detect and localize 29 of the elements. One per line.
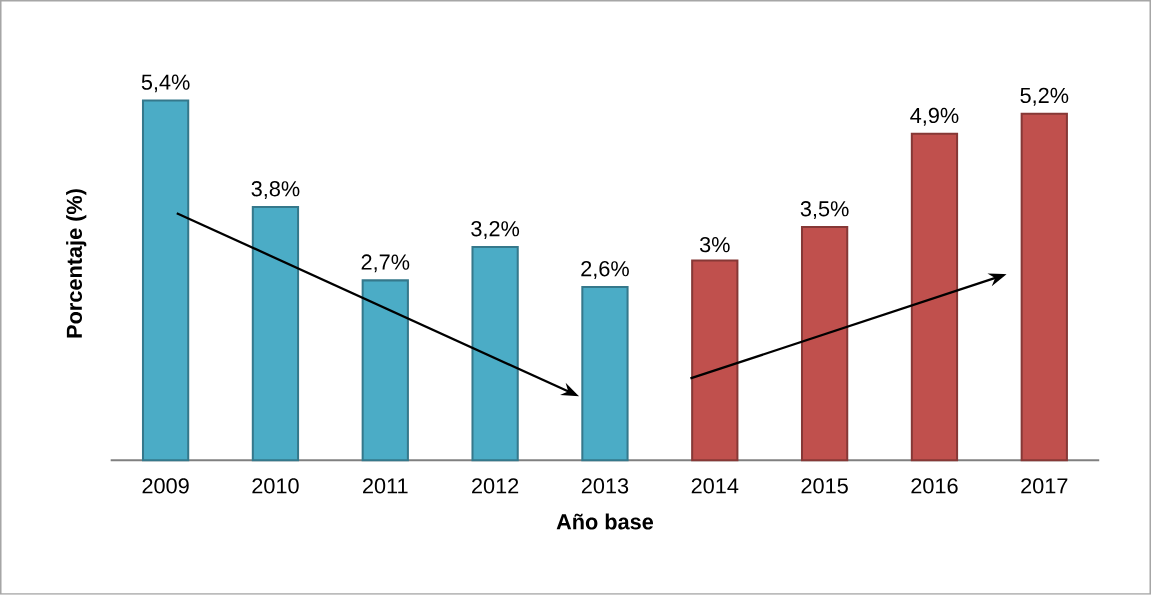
x-tick-label: 2016 [911, 478, 958, 494]
bar [691, 259, 739, 462]
data-label: 2,7% [361, 254, 410, 273]
bar [581, 286, 629, 462]
x-tick-label: 2013 [581, 478, 629, 494]
bar [141, 99, 190, 462]
data-label: 3% [699, 237, 730, 253]
bar [800, 226, 849, 462]
data-label: 3,2% [471, 221, 520, 240]
bar [471, 246, 519, 462]
bar [1020, 112, 1068, 462]
data-label: 3,5% [800, 201, 849, 220]
x-tick-label: 2010 [252, 478, 299, 494]
x-tick-label: 2009 [142, 478, 189, 494]
x-tick-label: 2017 [1021, 478, 1068, 494]
data-label: 4,9% [910, 107, 959, 126]
x-tick-label: 2011 [363, 478, 408, 494]
bar [910, 132, 959, 462]
data-label: 5,2% [1020, 87, 1069, 106]
bar [251, 206, 300, 462]
data-label: 2,6% [581, 261, 629, 280]
bar [361, 279, 409, 462]
x-tick-label: 2015 [801, 478, 848, 494]
data-label: 3,8% [251, 181, 300, 200]
x-tick-label: 2014 [691, 478, 739, 494]
y-axis-title: Porcentaje (%) [66, 189, 87, 338]
x-axis-title: Año base [556, 513, 654, 530]
data-label: 5,4% [141, 74, 190, 93]
x-tick-label: 2012 [472, 478, 519, 494]
